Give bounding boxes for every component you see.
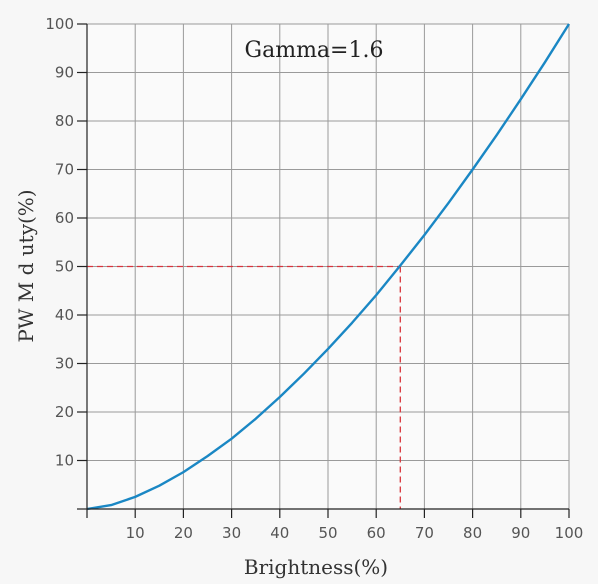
guide-lines xyxy=(87,265,401,509)
y-tick-label-40: 40 xyxy=(55,306,74,324)
y-tick-label-80: 80 xyxy=(55,112,74,130)
x-tick-label-60: 60 xyxy=(367,524,386,542)
series-line-0 xyxy=(86,23,571,511)
x-axis-title: Brightness(%) xyxy=(244,555,388,579)
y-tick-label-20: 20 xyxy=(55,403,74,421)
x-tick-label-100: 100 xyxy=(555,524,584,542)
x-tick-label-90: 90 xyxy=(511,524,530,542)
tick-labels: 10 20 30 40 50 60 70 80 90 100 10 20 30 40 50 60 70 80 90 1… xyxy=(45,15,583,542)
x-tick-label-20: 20 xyxy=(174,524,193,542)
y-tick-label-100: 100 xyxy=(45,15,74,33)
x-tick-label-50: 50 xyxy=(318,524,337,542)
y-tick-label-60: 60 xyxy=(55,209,74,227)
y-axis-title: PW M d uty(%) xyxy=(14,189,38,342)
x-tick-label-70: 70 xyxy=(415,524,434,542)
x-tick-label-40: 40 xyxy=(270,524,289,542)
axes xyxy=(77,23,570,518)
x-tick-label-30: 30 xyxy=(222,524,241,542)
x-tick-label-10: 10 xyxy=(126,524,145,542)
y-tick-label-90: 90 xyxy=(55,64,74,82)
y-tick-label-30: 30 xyxy=(55,355,74,373)
series-layer xyxy=(86,23,571,511)
x-tick-label-80: 80 xyxy=(463,524,482,542)
y-tick-label-50: 50 xyxy=(55,258,74,276)
y-tick-label-70: 70 xyxy=(55,161,74,179)
chart-title: Gamma=1.6 xyxy=(245,38,384,63)
y-tick-label-10: 10 xyxy=(55,452,74,470)
